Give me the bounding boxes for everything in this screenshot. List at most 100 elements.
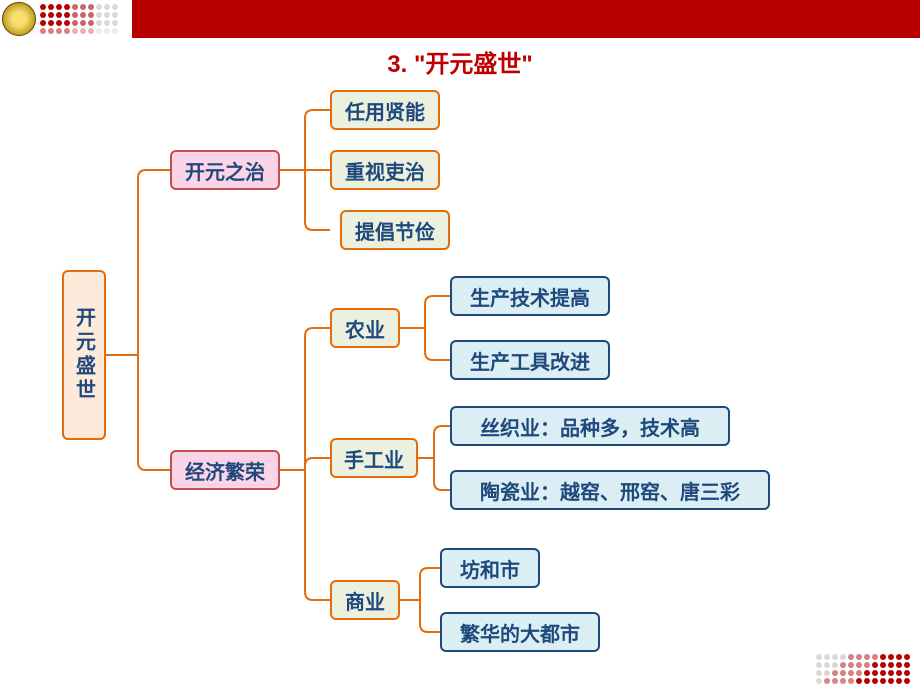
dot-icon	[888, 654, 894, 660]
dot-icon	[88, 28, 94, 34]
dot-icon	[56, 28, 62, 34]
dot-icon	[96, 20, 102, 26]
dot-icon	[888, 662, 894, 668]
node-l1: 生产技术提高	[450, 276, 610, 316]
dot-icon	[824, 678, 830, 684]
node-l6: 繁华的大都市	[440, 612, 600, 652]
dot-icon	[48, 20, 54, 26]
dot-icon	[832, 670, 838, 676]
dot-icon	[864, 654, 870, 660]
dot-icon	[96, 28, 102, 34]
dot-icon	[48, 4, 54, 10]
node-b2c1: 农业	[330, 308, 400, 348]
dot-icon	[88, 4, 94, 10]
node-b2c2: 手工业	[330, 438, 418, 478]
dot-icon	[824, 662, 830, 668]
dot-icon	[56, 4, 62, 10]
footer-dot-pattern	[816, 654, 910, 684]
dot-icon	[840, 670, 846, 676]
dot-icon	[104, 12, 110, 18]
dot-icon	[880, 670, 886, 676]
dot-icon	[816, 662, 822, 668]
dot-icon	[112, 28, 118, 34]
dot-icon	[72, 12, 78, 18]
dot-icon	[104, 28, 110, 34]
dot-icon	[832, 662, 838, 668]
node-l5: 坊和市	[440, 548, 540, 588]
dot-icon	[840, 654, 846, 660]
header-dot-pattern	[40, 4, 118, 34]
dot-icon	[848, 654, 854, 660]
dot-icon	[896, 678, 902, 684]
dot-icon	[56, 20, 62, 26]
node-b1c3: 提倡节俭	[340, 210, 450, 250]
dot-icon	[904, 670, 910, 676]
dot-icon	[888, 670, 894, 676]
dot-icon	[904, 662, 910, 668]
dot-icon	[40, 20, 46, 26]
dot-icon	[880, 678, 886, 684]
dot-icon	[88, 12, 94, 18]
dot-icon	[896, 654, 902, 660]
dot-icon	[880, 662, 886, 668]
dot-icon	[80, 20, 86, 26]
dot-icon	[64, 28, 70, 34]
node-l4: 陶瓷业：越窑、邢窑、唐三彩	[450, 470, 770, 510]
dot-icon	[888, 678, 894, 684]
dot-icon	[896, 670, 902, 676]
dot-icon	[64, 4, 70, 10]
dot-icon	[88, 20, 94, 26]
dot-icon	[840, 662, 846, 668]
dot-icon	[56, 12, 62, 18]
dot-icon	[96, 4, 102, 10]
dot-icon	[872, 662, 878, 668]
node-b2: 经济繁荣	[170, 450, 280, 490]
dot-icon	[872, 678, 878, 684]
dot-icon	[80, 28, 86, 34]
dot-icon	[72, 20, 78, 26]
dot-icon	[848, 662, 854, 668]
dot-icon	[40, 28, 46, 34]
node-root: 开元盛世	[62, 270, 106, 440]
dot-icon	[72, 28, 78, 34]
node-l2: 生产工具改进	[450, 340, 610, 380]
dot-icon	[832, 678, 838, 684]
connector-lines	[0, 80, 920, 680]
dot-icon	[816, 678, 822, 684]
dot-icon	[64, 20, 70, 26]
dot-icon	[40, 4, 46, 10]
dot-icon	[832, 654, 838, 660]
dot-icon	[104, 20, 110, 26]
node-b1: 开元之治	[170, 150, 280, 190]
dot-icon	[856, 662, 862, 668]
dot-icon	[904, 654, 910, 660]
tree-diagram: 开元盛世 开元之治经济繁荣 任用贤能重视吏治提倡节俭农业手工业商业 生产技术提高生产工…	[0, 80, 920, 680]
dot-icon	[112, 4, 118, 10]
dot-icon	[64, 12, 70, 18]
dot-icon	[872, 654, 878, 660]
dot-icon	[848, 678, 854, 684]
dot-icon	[864, 662, 870, 668]
dot-icon	[856, 678, 862, 684]
dot-icon	[80, 12, 86, 18]
page-title: 3. "开元盛世"	[0, 44, 920, 79]
header-bar	[0, 0, 920, 38]
dot-icon	[840, 678, 846, 684]
dot-icon	[896, 662, 902, 668]
dot-icon	[48, 28, 54, 34]
dot-icon	[864, 670, 870, 676]
dot-icon	[872, 670, 878, 676]
dot-icon	[864, 678, 870, 684]
node-b1c1: 任用贤能	[330, 90, 440, 130]
dot-icon	[856, 654, 862, 660]
dot-icon	[48, 12, 54, 18]
node-b2c3: 商业	[330, 580, 400, 620]
dot-icon	[104, 4, 110, 10]
header-red-strip	[0, 0, 920, 38]
dot-icon	[848, 670, 854, 676]
dot-icon	[816, 654, 822, 660]
node-b1c2: 重视吏治	[330, 150, 440, 190]
dot-icon	[904, 678, 910, 684]
dot-icon	[40, 12, 46, 18]
dot-icon	[112, 20, 118, 26]
